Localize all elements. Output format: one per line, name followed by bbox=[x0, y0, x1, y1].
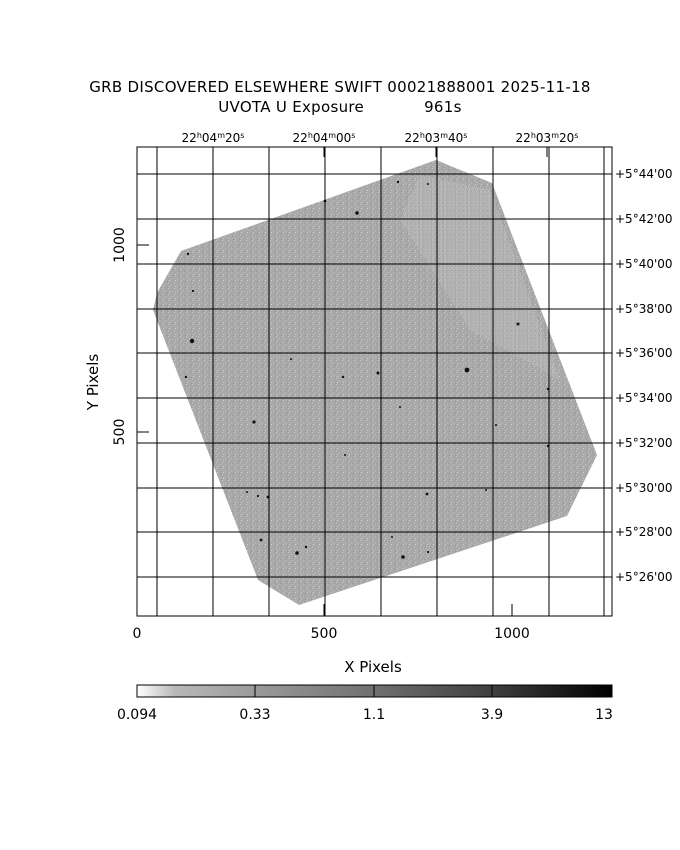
ra-label: 22h04m20s bbox=[182, 131, 245, 146]
dec-label: +5°30'00 bbox=[615, 481, 673, 495]
ra-label: 22h03m40s bbox=[405, 131, 468, 146]
x-tick-label: 500 bbox=[311, 626, 338, 642]
dec-label: +5°26'00 bbox=[615, 570, 673, 584]
image-title: GRB DISCOVERED ELSEWHERE SWIFT 000218880… bbox=[89, 78, 591, 96]
dec-label: +5°38'00 bbox=[615, 302, 673, 316]
colorbar-tick-label: 0.094 bbox=[117, 707, 157, 723]
dec-label: +5°36'00 bbox=[615, 346, 673, 360]
y-tick-label: 1000 bbox=[112, 227, 128, 263]
x-tick-label: 1000 bbox=[494, 626, 530, 642]
x-tick-label: 0 bbox=[133, 626, 142, 642]
ra-label: 22h03m20s bbox=[516, 131, 579, 146]
y-axis-label: Y Pixels bbox=[84, 354, 102, 412]
dec-label: +5°32'00 bbox=[615, 436, 673, 450]
exposure-footprint bbox=[153, 160, 597, 605]
plot-frame bbox=[136, 146, 613, 617]
colorbar-tick-label: 0.33 bbox=[239, 707, 270, 723]
colorbar-ticks bbox=[254, 685, 493, 697]
dec-label: +5°42'00 bbox=[615, 212, 673, 226]
colorbar-tick-label: 13 bbox=[595, 707, 613, 723]
exposure-label: 961s bbox=[424, 98, 462, 116]
wcs-grid bbox=[137, 147, 612, 616]
ra-label: 22h04m00s bbox=[293, 131, 356, 146]
dec-label: +5°44'00 bbox=[615, 167, 673, 181]
colorbar-tick-label: 1.1 bbox=[363, 707, 385, 723]
y-tick-label: 500 bbox=[112, 419, 128, 446]
dec-label: +5°40'00 bbox=[615, 257, 673, 271]
exposure-highlight bbox=[400, 175, 560, 380]
dec-label: +5°34'00 bbox=[615, 391, 673, 405]
x-axis-label: X Pixels bbox=[344, 658, 402, 676]
dec-label: +5°28'00 bbox=[615, 525, 673, 539]
filter-label: UVOTA U Exposure bbox=[218, 98, 365, 116]
pixel-ticks bbox=[136, 244, 513, 616]
image-subtitle: UVOTA U Exposure 961s bbox=[0, 98, 680, 116]
colorbar-tick-label: 3.9 bbox=[481, 707, 503, 723]
